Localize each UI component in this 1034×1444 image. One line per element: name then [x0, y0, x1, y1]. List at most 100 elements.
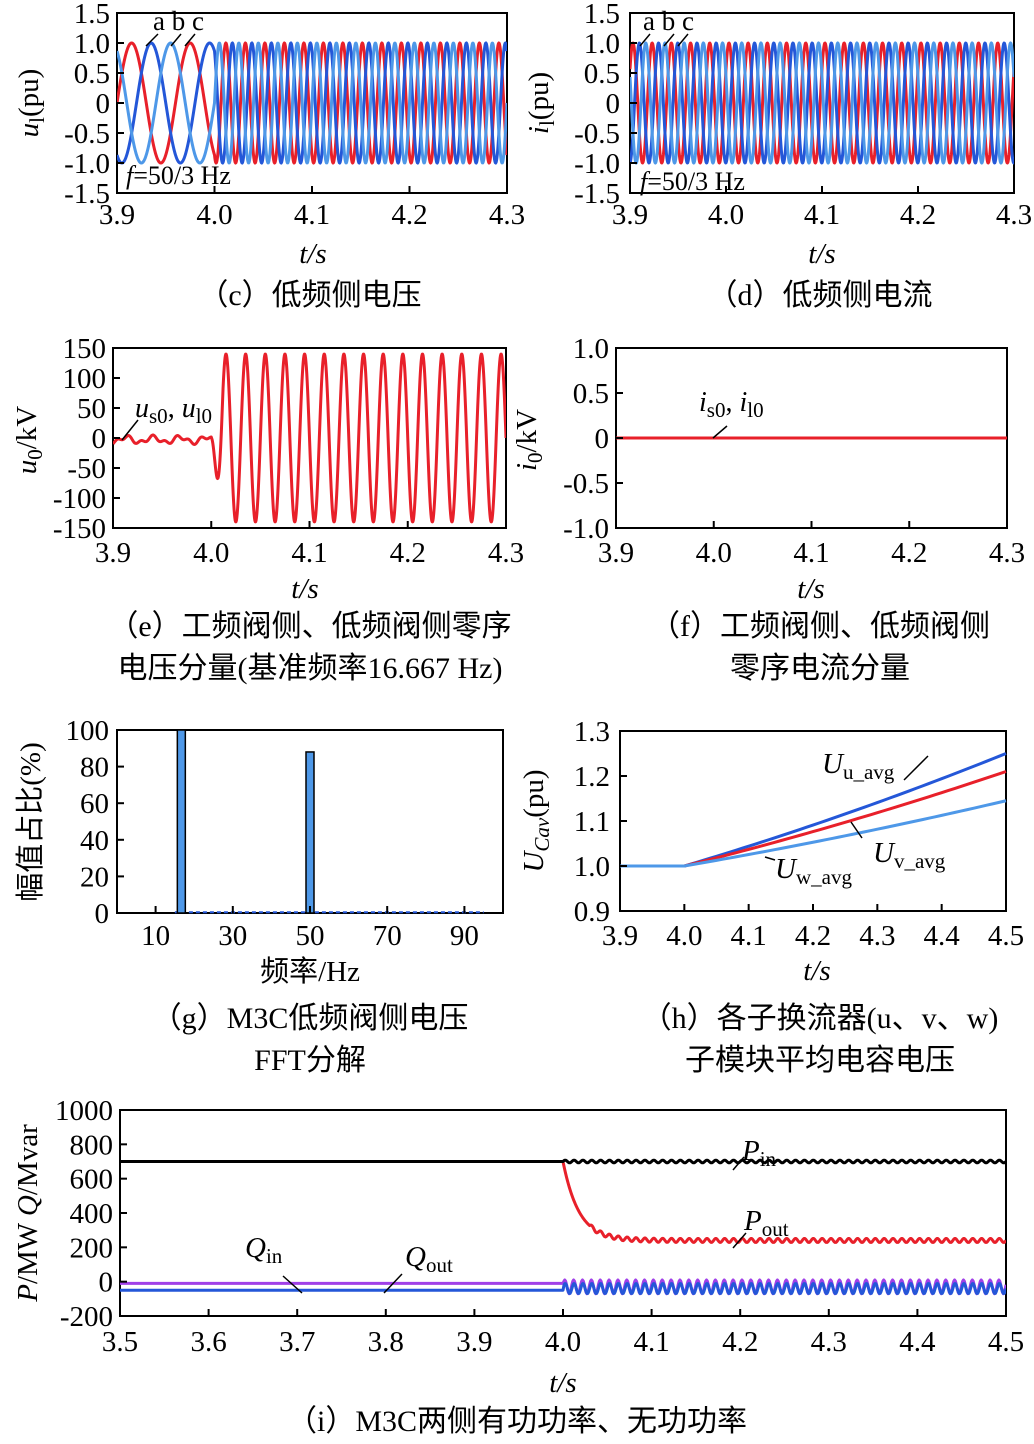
panel-i-ytick-label: -200 [60, 1301, 113, 1333]
panel-i-xtick-label: 4.5 [988, 1326, 1024, 1358]
panel-c-xtick-label: 4.2 [391, 199, 427, 231]
caption-g-line1: （g）M3C低频阀侧电压 [151, 1002, 469, 1035]
panel-f-ytick-label: 0.5 [573, 378, 609, 410]
panel-e-ytick-label: -50 [67, 453, 106, 485]
panel-c-xtick-label: 4.1 [294, 199, 330, 231]
panel-c-xlabel: t/s [299, 238, 326, 270]
panel-h-xtick-label: 4.0 [666, 920, 702, 952]
panel-e-xlabel: t/s [291, 573, 318, 605]
panel-h-label-w-avg: Uw_avg [775, 853, 852, 889]
panel-g-xtick-label: 50 [296, 920, 325, 952]
panel-d-legend-pointer [677, 33, 689, 47]
panel-h-ytick-label: 1.3 [574, 716, 610, 748]
panel-i-series-q-in [120, 1282, 1006, 1295]
panel-f-xlabel: t/s [797, 573, 824, 605]
panel-e-ylabel: u0/kV [11, 406, 47, 475]
panel-d-legend-pointer [663, 33, 675, 47]
panel-d-xtick-label: 4.1 [804, 199, 840, 231]
caption-g-line2: FFT分解 [254, 1044, 366, 1077]
panel-c-ytick-label: 1.5 [74, 0, 110, 30]
panel-c-series-a [117, 41, 507, 165]
panel-g-ytick-label: 80 [80, 752, 109, 784]
panel-i-ytick-label: 400 [70, 1198, 114, 1230]
panel-h-xtick-label: 4.2 [795, 920, 831, 952]
panel-h-xtick-label: 4.3 [859, 920, 895, 952]
caption-f-line2: 零序电流分量 [730, 652, 910, 685]
panel-h-ytick-label: 0.9 [574, 896, 610, 928]
panel-h-ylabel: UCav(pu) [518, 769, 554, 872]
panel-i-ytick-label: 800 [70, 1129, 114, 1161]
panel-c-ylabel: ul(pu) [13, 69, 49, 138]
panel-f-ytick-label: -1.0 [563, 513, 609, 545]
panel-g-bar [305, 751, 315, 914]
panel-g-ytick-label: 100 [66, 715, 110, 747]
panel-f-series-label: is0, il0 [699, 387, 764, 422]
panel-i-ytick-label: 200 [70, 1232, 114, 1264]
panel-e-xtick-label: 4.2 [390, 537, 426, 569]
panel-i-xlabel: t/s [549, 1367, 576, 1399]
panel-h-xtick-label: 4.4 [924, 920, 961, 952]
caption-h-line1: （h）各子换流器(u、v、w) [641, 1002, 999, 1035]
caption-i: （i）M3C两侧有功功率、无功功率 [286, 1405, 748, 1438]
panel-e-ytick-label: 50 [77, 393, 106, 425]
panel-c-xtick-label: 4.0 [196, 199, 232, 231]
panel-e-xtick-label: 4.1 [291, 537, 327, 569]
panel-h-series-u-avg [620, 752, 1007, 868]
panel-i-xtick-label: 3.7 [279, 1326, 315, 1358]
panel-c-ytick-label: 0 [96, 88, 111, 120]
panel-d-ytick-label: -1.5 [574, 178, 620, 210]
panel-d-legend: a b c [643, 6, 694, 36]
panel-f-xtick-label: 4.3 [989, 537, 1025, 569]
panel-h-ytick-label: 1.1 [574, 806, 610, 838]
panel-d-ytick-label: -1.0 [574, 148, 620, 180]
panel-i-xtick-label: 4.2 [722, 1326, 758, 1358]
panel-h-xlabel: t/s [803, 955, 830, 987]
panel-i-series-p-out [120, 1160, 1006, 1244]
panel-i-ytick-label: 600 [70, 1164, 114, 1196]
panel-f-xtick-label: 4.1 [793, 537, 829, 569]
panel-i-label-q-out: Qout [405, 1241, 453, 1277]
panel-h-ytick-label: 1.2 [574, 761, 610, 793]
panel-g-xtick-label: 90 [450, 920, 479, 952]
panel-e-series-label: us0, ul0 [135, 393, 212, 428]
panel-d-ytick-label: 0.5 [584, 58, 620, 90]
panel-f-ylabel: i0/kV [511, 409, 547, 471]
panel-c-ytick-label: -0.5 [64, 118, 110, 150]
caption-e-line1: （e）工频阀侧、低频阀侧零序 [108, 610, 512, 643]
panel-e-label-pointer [121, 419, 139, 441]
panel-e-series-zero-seq-voltage [113, 352, 506, 524]
panel-d-xtick-label: 4.3 [996, 199, 1032, 231]
panel-d-ytick-label: 1.5 [584, 0, 620, 30]
panel-i-xtick-label: 4.0 [545, 1326, 581, 1358]
caption-f-line1: （f）工频阀侧、低频阀侧 [650, 610, 990, 643]
caption-c: （c）低频侧电压 [198, 279, 422, 312]
panel-f-xtick-label: 3.9 [598, 537, 634, 569]
panel-d-ylabel: il(pu) [523, 72, 559, 134]
panel-h-xtick-label: 3.9 [602, 920, 638, 952]
panel-d-xtick-label: 3.9 [612, 199, 648, 231]
caption-d: （d）低频侧电流 [707, 279, 933, 312]
panel-g-xtick-label: 10 [141, 920, 170, 952]
panel-h-xtick-label: 4.1 [731, 920, 767, 952]
panel-h-label-pointer [764, 856, 776, 861]
panel-c-series-b [117, 41, 507, 165]
panel-i-ylabel: P/MW Q/Mvar [12, 1124, 44, 1303]
panel-f-xtick-label: 4.2 [891, 537, 927, 569]
panel-e-ytick-label: -150 [53, 513, 106, 545]
panel-g-ytick-label: 20 [80, 861, 109, 893]
panel-d-annotation: f=50/3 Hz [640, 167, 745, 196]
panel-i-label-pointer [732, 1156, 745, 1171]
panel-e-ytick-label: -100 [53, 483, 106, 515]
panel-i-xtick-label: 4.3 [811, 1326, 847, 1358]
caption-h-line2: 子模块平均电容电压 [685, 1044, 955, 1077]
panel-g-xtick-label: 70 [373, 920, 402, 952]
panel-e-xtick-label: 4.3 [488, 537, 524, 569]
panel-h-xtick-label: 4.5 [988, 920, 1024, 952]
panel-c-legend-pointer [145, 33, 159, 47]
panel-f-label-pointer [712, 425, 728, 439]
panel-g-xtick-label: 30 [218, 920, 247, 952]
panel-g-bar [176, 729, 187, 914]
panel-d-xlabel: t/s [808, 238, 835, 270]
panel-i-xtick-label: 3.5 [102, 1326, 138, 1358]
panel-i-label-pointer [282, 1275, 303, 1294]
